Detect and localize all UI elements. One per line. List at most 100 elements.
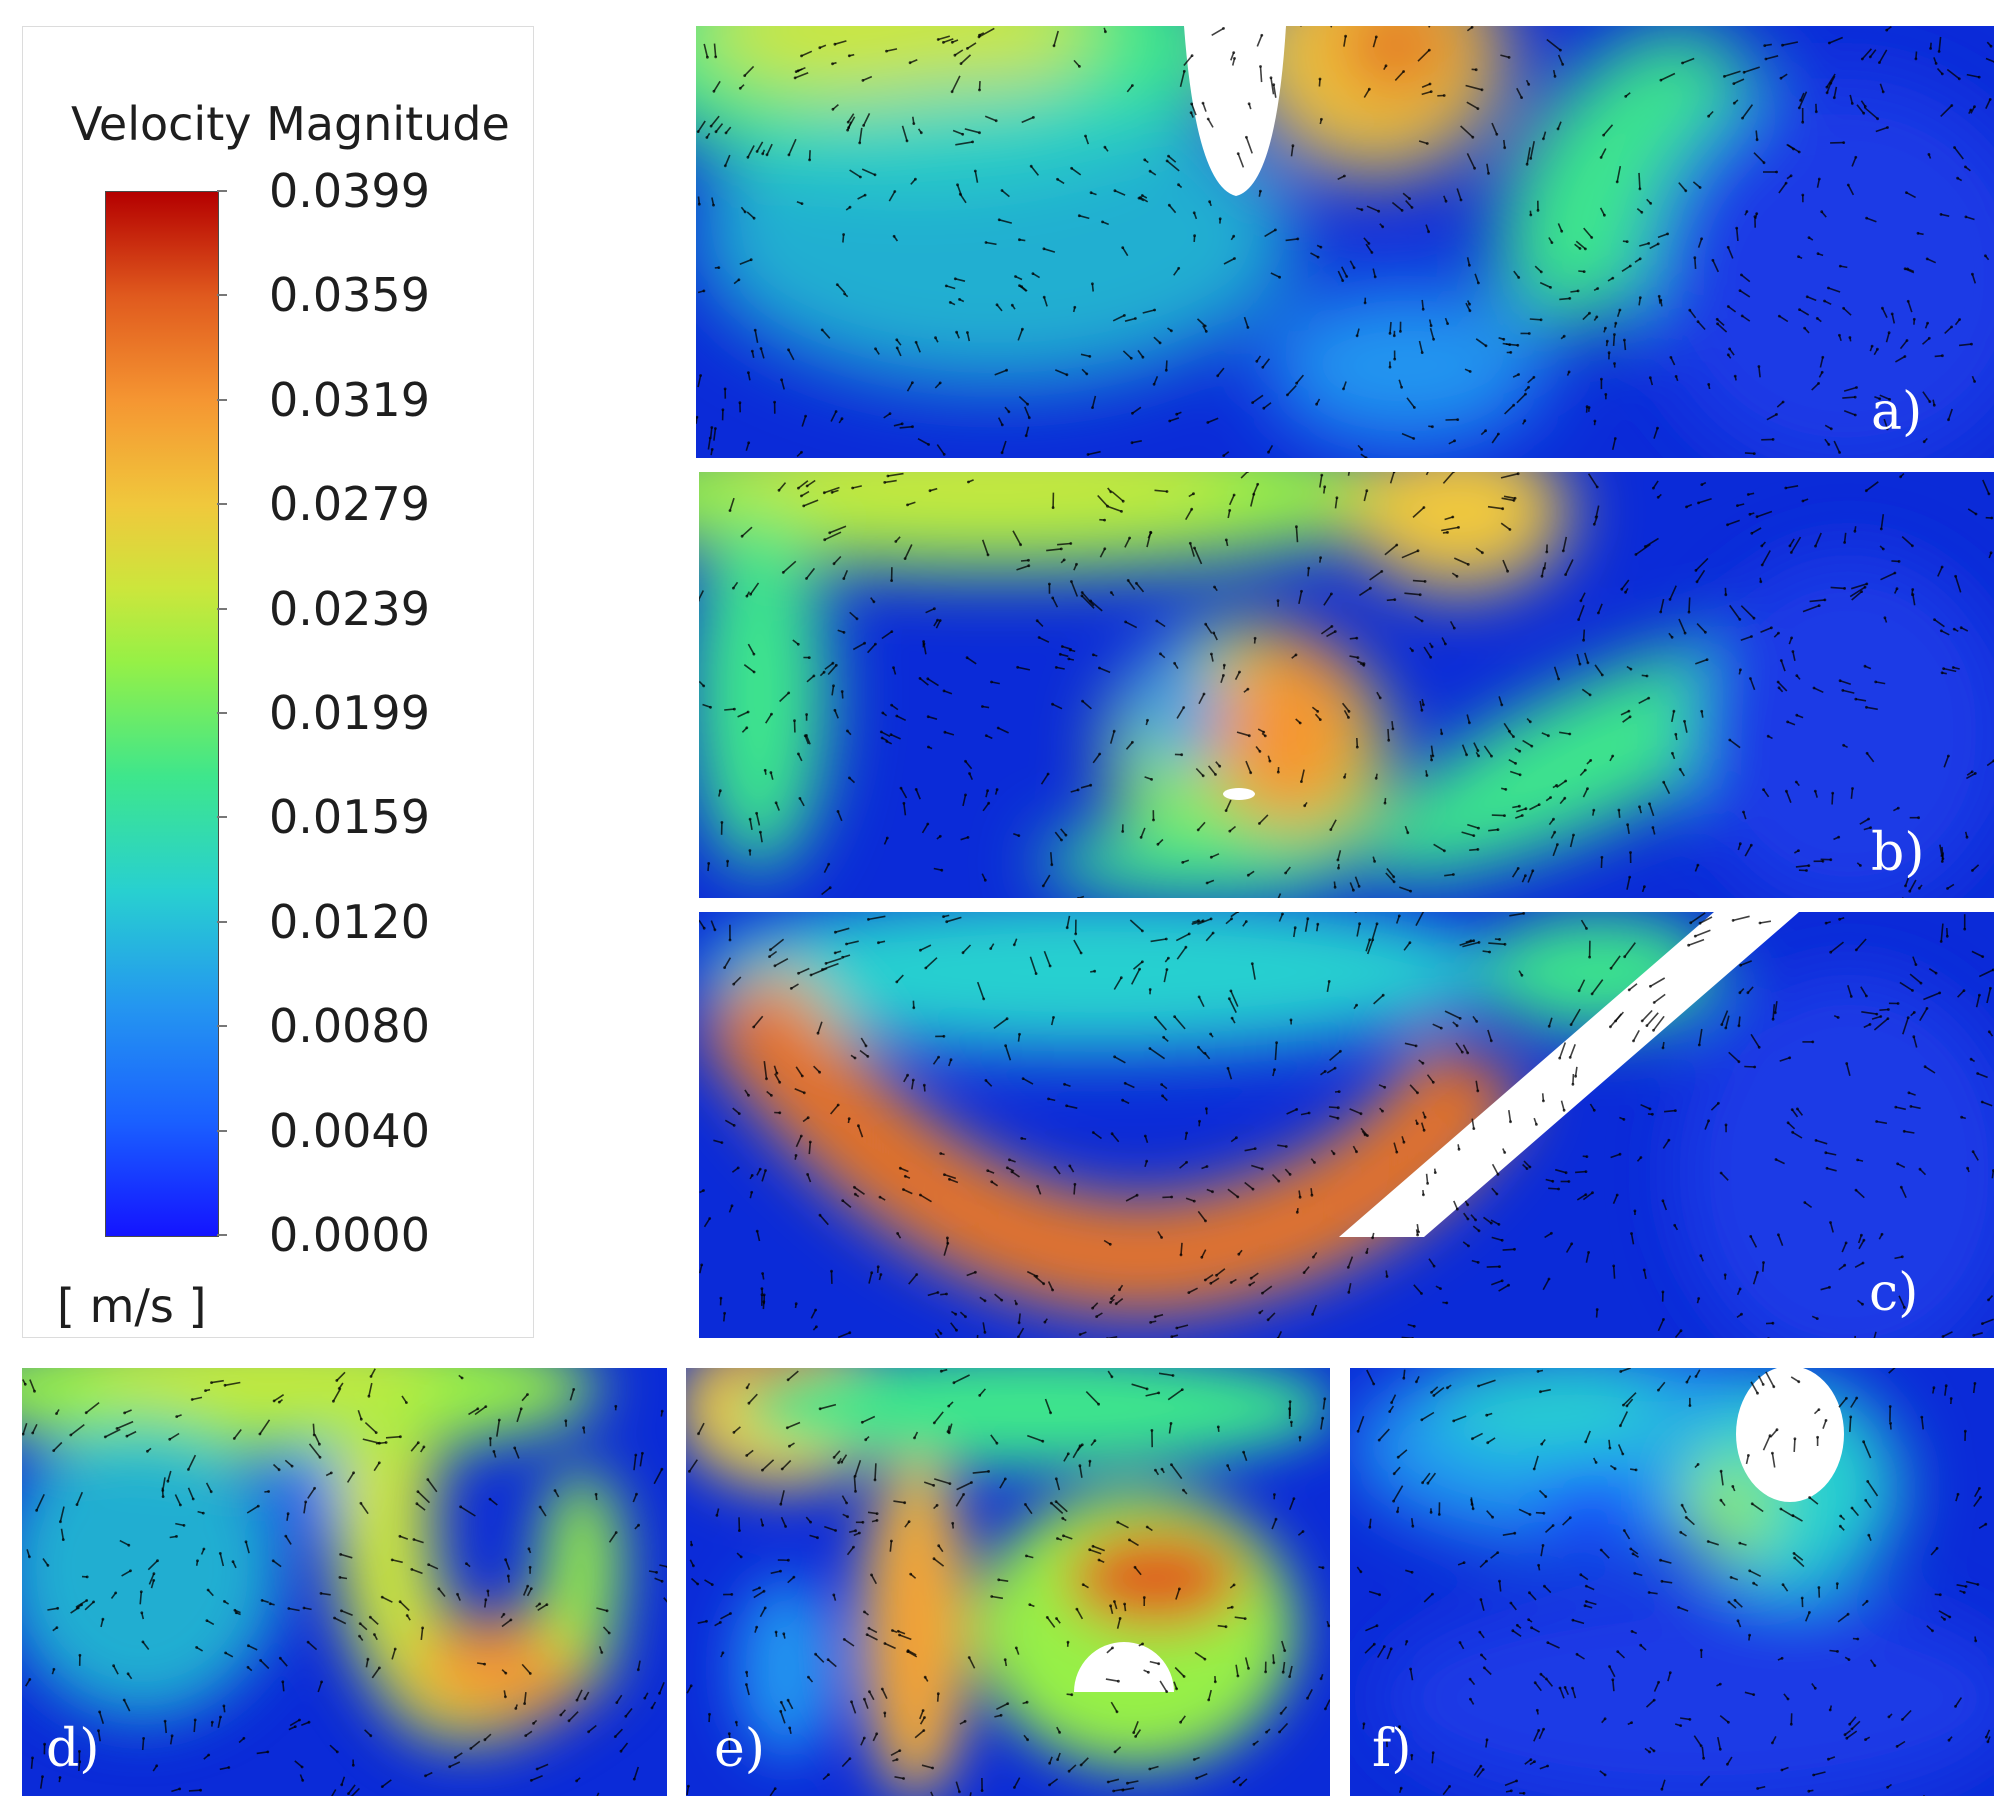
velocity-arrow [1847, 184, 1855, 196]
velocity-arrow [1728, 1051, 1740, 1063]
velocity-arrow-head [1849, 1415, 1853, 1419]
velocity-arrow-head [818, 1407, 822, 1411]
velocity-arrow [1042, 874, 1051, 887]
velocity-arrow-head [1232, 493, 1236, 497]
velocity-arrow-head [1222, 663, 1226, 667]
velocity-arrow-head [329, 1471, 333, 1475]
velocity-arrow-head [1687, 610, 1691, 614]
velocity-arrow [1841, 1242, 1847, 1253]
velocity-arrow-head [583, 1697, 587, 1701]
velocity-arrow [1787, 144, 1800, 153]
velocity-arrow [211, 1379, 224, 1384]
velocity-arrow-head [1333, 1066, 1337, 1070]
velocity-arrow [933, 1558, 945, 1567]
velocity-arrow-head [1431, 754, 1435, 758]
velocity-arrow-head [848, 1757, 852, 1760]
velocity-arrow [1044, 1398, 1052, 1414]
velocity-arrow-head [1737, 1024, 1741, 1028]
velocity-arrow-head [1474, 68, 1478, 72]
velocity-arrow-head [1129, 356, 1133, 360]
velocity-arrow-head [1624, 590, 1627, 594]
velocity-arrow-head [1905, 191, 1908, 195]
velocity-arrow-head [1472, 939, 1476, 943]
velocity-arrow [1875, 681, 1886, 685]
velocity-arrow [1033, 1274, 1045, 1285]
velocity-arrow-head [1088, 1548, 1092, 1552]
velocity-arrow [1243, 316, 1249, 328]
velocity-arrow [1341, 702, 1350, 712]
velocity-arrow-head [846, 1515, 849, 1519]
velocity-arrow [1236, 731, 1250, 737]
velocity-arrow [1758, 366, 1761, 378]
velocity-arrow-head [1298, 1435, 1302, 1439]
velocity-arrow-head [879, 730, 883, 734]
velocity-arrow-head [945, 1292, 948, 1296]
velocity-arrow-head [483, 1662, 486, 1666]
velocity-arrow [713, 1139, 723, 1144]
velocity-arrow-head [340, 1783, 344, 1787]
velocity-arrow-head [947, 1431, 951, 1435]
velocity-arrow-head [1211, 1190, 1214, 1194]
velocity-arrow-head [1411, 1524, 1415, 1528]
velocity-arrow-head [1738, 842, 1742, 846]
velocity-arrow-head [1731, 919, 1735, 922]
velocity-arrow-head [1887, 1008, 1890, 1011]
velocity-arrow [1548, 1017, 1553, 1027]
velocity-arrow-head [908, 61, 912, 65]
velocity-arrow-head [1618, 308, 1622, 312]
velocity-arrow [1179, 71, 1186, 87]
velocity-arrow-head [513, 1446, 517, 1450]
velocity-arrow [1885, 332, 1890, 343]
velocity-arrow [1429, 327, 1435, 340]
velocity-arrow-head [1409, 889, 1412, 893]
velocity-arrow-head [1319, 556, 1322, 559]
velocity-arrow [1168, 1423, 1172, 1434]
velocity-arrow [1591, 979, 1604, 995]
velocity-arrow-head [1752, 1581, 1755, 1585]
velocity-arrow-head [769, 771, 773, 774]
velocity-arrow [1584, 652, 1589, 664]
velocity-arrow-head [1209, 917, 1213, 921]
velocity-arrow [392, 1559, 403, 1564]
velocity-arrow-head [1917, 886, 1921, 890]
velocity-arrow [1328, 1106, 1339, 1109]
velocity-arrow [893, 423, 903, 427]
velocity-arrow-head [1375, 922, 1379, 926]
velocity-arrow-head [368, 1615, 372, 1619]
velocity-arrow-head [572, 1388, 576, 1391]
velocity-arrow [1904, 1130, 1915, 1134]
velocity-arrow [1826, 73, 1836, 88]
velocity-arrow-head [837, 1461, 840, 1465]
velocity-arrow-head [915, 1273, 919, 1276]
velocity-arrow-head [1014, 275, 1017, 278]
velocity-arrow-head [945, 920, 949, 924]
velocity-arrow-head [632, 1777, 636, 1781]
velocity-arrow-head [538, 1505, 542, 1509]
velocity-arrow-head [1674, 732, 1678, 736]
velocity-arrow-head [1256, 482, 1260, 486]
velocity-arrow-head [405, 1614, 409, 1617]
velocity-arrow [1500, 54, 1510, 59]
velocity-arrow-head [845, 942, 848, 946]
velocity-arrow-head [715, 1514, 719, 1517]
velocity-arrow-head [822, 670, 826, 674]
velocity-arrow [821, 329, 831, 339]
velocity-arrow-head [1757, 1045, 1761, 1049]
velocity-arrow-head [762, 1589, 766, 1593]
velocity-arrow-head [807, 1675, 810, 1679]
velocity-arrow-head [773, 400, 776, 404]
velocity-arrow [1080, 784, 1091, 789]
velocity-arrow-head [1369, 586, 1372, 590]
velocity-arrow-head [1396, 1455, 1400, 1459]
velocity-arrow [1189, 543, 1195, 557]
velocity-arrow-head [873, 173, 877, 177]
velocity-arrow-head [1258, 750, 1262, 753]
colorbar-tick-label: 0.0319 [269, 372, 430, 427]
velocity-arrow-head [1145, 1525, 1149, 1529]
velocity-arrow [996, 1702, 1009, 1711]
velocity-arrow-head [1389, 1647, 1393, 1651]
velocity-arrow-head [932, 1484, 936, 1487]
velocity-arrow [1228, 494, 1235, 506]
velocity-arrow [874, 1463, 877, 1480]
velocity-arrow-head [696, 415, 699, 419]
